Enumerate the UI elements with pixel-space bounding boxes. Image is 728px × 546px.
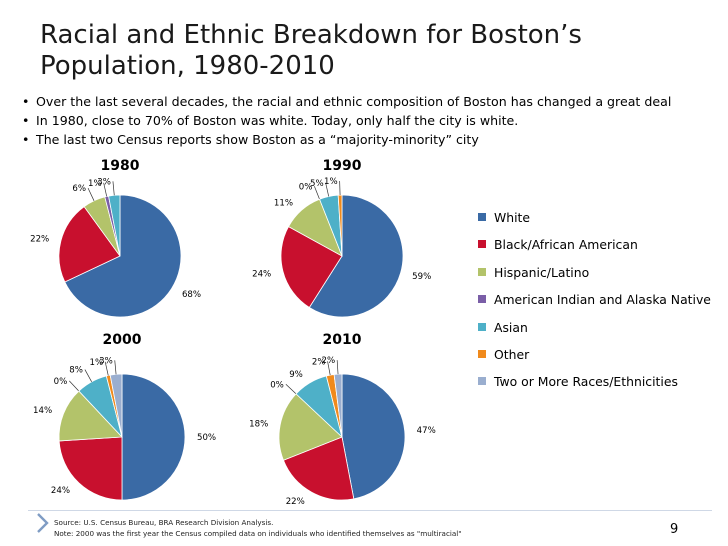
data-label-hispanic: 14% bbox=[33, 406, 52, 416]
legend-label: Hispanic/Latino bbox=[494, 264, 590, 280]
data-label-other: 1% bbox=[90, 358, 104, 368]
page-number: 9 bbox=[670, 522, 679, 537]
data-label-asian: 5% bbox=[310, 179, 324, 189]
pie-title: 2000 bbox=[103, 332, 142, 348]
footer-divider bbox=[28, 510, 712, 511]
data-label-asian: 9% bbox=[289, 370, 303, 380]
pie-slice-white bbox=[308, 194, 404, 318]
legend-swatch bbox=[478, 295, 486, 304]
pie-slice-black bbox=[58, 436, 123, 501]
leader-line bbox=[114, 360, 117, 375]
leader-line bbox=[69, 380, 80, 392]
note-line: Note: 2000 was the first year the Census… bbox=[54, 529, 462, 538]
legend-swatch bbox=[478, 213, 486, 221]
bullet-text: The last two Census reports show Boston … bbox=[36, 132, 479, 147]
pie-chart-1980: 1980 68% 22% 6%1%3% bbox=[30, 158, 201, 318]
legend-label: Asian bbox=[494, 319, 528, 335]
pie-slice-hispanic bbox=[278, 393, 343, 461]
pie-chart-2000: 2000 50% 24% 14% 0%8% 1%3% bbox=[33, 332, 216, 501]
pie-chart-1990: 1990 59% 24% 11% 0%5% 1% bbox=[252, 158, 431, 318]
data-label-black: 24% bbox=[51, 486, 70, 496]
data-label-two-or-more: 3% bbox=[99, 356, 113, 366]
bullet-item: • In 1980, close to 70% of Boston was whi… bbox=[22, 111, 722, 130]
pie-title: 1990 bbox=[323, 158, 362, 174]
pie-slice-two-or-more bbox=[333, 373, 343, 438]
slide-title: Racial and Ethnic Breakdown for Boston’s… bbox=[40, 20, 582, 81]
legend-label: American Indian and Alaska Native bbox=[494, 292, 711, 308]
leader-line bbox=[325, 182, 330, 197]
data-label-black: 22% bbox=[30, 234, 49, 244]
data-label-black: 24% bbox=[252, 270, 271, 280]
bullet-icon: • bbox=[22, 113, 30, 128]
legend-item-other: Other bbox=[478, 347, 711, 374]
pie-title: 2010 bbox=[323, 332, 362, 348]
data-label-other: 2% bbox=[312, 357, 326, 367]
legend-swatch bbox=[478, 240, 486, 249]
data-label-american-indian: 1% bbox=[88, 179, 102, 189]
bullet-item: • Over the last several decades, the raci… bbox=[22, 92, 722, 111]
pie-slice-two-or-more bbox=[109, 373, 123, 438]
chevron-marker-icon bbox=[37, 513, 49, 533]
leader-line bbox=[314, 186, 320, 200]
data-label-white: 59% bbox=[412, 272, 431, 282]
data-label-black: 22% bbox=[286, 497, 305, 507]
legend-swatch bbox=[478, 377, 486, 386]
data-label-white: 50% bbox=[197, 433, 216, 443]
legend-label: Two or More Races/Ethnicities bbox=[494, 374, 678, 390]
legend-label: Black/African American bbox=[494, 237, 638, 253]
data-label-asian: 3% bbox=[97, 177, 111, 187]
legend-item-hispanic: Hispanic/Latino bbox=[478, 265, 711, 292]
leader-line bbox=[336, 360, 339, 375]
leader-line bbox=[285, 384, 297, 395]
legend-label: White bbox=[494, 210, 531, 225]
legend-swatch bbox=[478, 267, 486, 276]
pie-slice-black bbox=[58, 206, 121, 283]
source-note: Source: U.S. Census Bureau, BRA Research… bbox=[54, 517, 462, 539]
bullet-text: In 1980, close to 70% of Boston was whit… bbox=[36, 113, 519, 128]
pie-slice-black bbox=[280, 226, 343, 309]
leader-line bbox=[104, 361, 109, 376]
data-label-american-indian: 0% bbox=[299, 182, 313, 192]
pie-slice-hispanic bbox=[58, 390, 123, 442]
bullet-list: • Over the last several decades, the raci… bbox=[22, 92, 722, 149]
data-label-white: 68% bbox=[182, 290, 201, 300]
legend-item-black: Black/African American bbox=[478, 237, 711, 264]
data-label-other: 1% bbox=[324, 177, 338, 187]
leader-line bbox=[84, 369, 92, 382]
data-label-american-indian: 0% bbox=[54, 377, 68, 387]
data-label-two-or-more: 2% bbox=[322, 356, 336, 366]
pie-slice-white bbox=[341, 373, 406, 500]
bullet-item: • The last two Census reports show Boston… bbox=[22, 130, 722, 149]
pie-title: 1980 bbox=[101, 158, 140, 174]
pie-slice-white bbox=[121, 373, 186, 501]
legend-item-two-or-more: Two or More Races/Ethnicities bbox=[478, 374, 711, 401]
data-label-white: 47% bbox=[417, 426, 436, 436]
leader-line bbox=[112, 181, 115, 196]
data-label-american-indian: 0% bbox=[270, 380, 284, 390]
bullet-icon: • bbox=[22, 132, 30, 147]
legend-item-white: White bbox=[478, 210, 711, 237]
pie-slice-white bbox=[64, 194, 182, 318]
bullet-text: Over the last several decades, the racia… bbox=[36, 94, 672, 109]
data-label-asian: 8% bbox=[69, 366, 83, 376]
legend-label: Other bbox=[494, 346, 530, 362]
pie-slice-black bbox=[282, 436, 355, 501]
data-label-hispanic: 11% bbox=[274, 199, 293, 209]
legend-item-american-indian: American Indian and Alaska Native bbox=[478, 292, 711, 319]
leader-line bbox=[103, 182, 108, 197]
leader-line bbox=[327, 361, 331, 376]
source-line: Source: U.S. Census Bureau, BRA Research… bbox=[54, 518, 274, 527]
leader-line bbox=[87, 187, 95, 201]
chart-legend: White Black/African American Hispanic/Lati… bbox=[478, 210, 711, 402]
pie-chart-2010: 2010 47% 22% 18% 0% 9% 2%2% bbox=[249, 332, 436, 507]
legend-swatch bbox=[478, 349, 486, 358]
data-label-hispanic: 18% bbox=[249, 419, 268, 429]
legend-item-asian: Asian bbox=[478, 320, 711, 347]
bullet-icon: • bbox=[22, 94, 30, 109]
data-label-hispanic: 6% bbox=[72, 184, 86, 194]
legend-swatch bbox=[478, 322, 486, 331]
